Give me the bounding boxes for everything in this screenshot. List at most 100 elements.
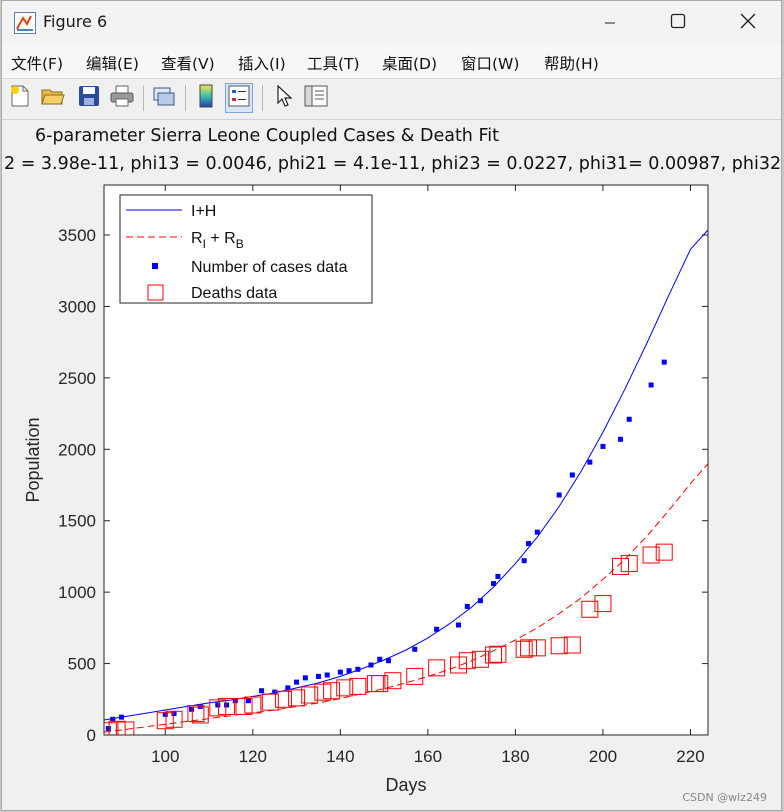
y-tick-label: 3000 (58, 297, 96, 316)
deaths-data-point (261, 693, 279, 711)
cases-data-point (105, 726, 111, 732)
deaths-data-point (235, 697, 253, 715)
legend-label: Number of cases data (191, 259, 348, 276)
toolbar-separator (262, 85, 263, 111)
cases-data-point (324, 672, 330, 678)
deaths-data-point (187, 705, 205, 723)
deaths-data-point (301, 686, 319, 704)
legend-subscript: I (203, 237, 206, 251)
pointer-button[interactable] (270, 83, 298, 113)
x-tick-label: 160 (414, 747, 442, 766)
cases-data-point (412, 646, 418, 652)
deaths-data-point (288, 689, 306, 707)
deaths-data-point (371, 675, 389, 693)
cases-data-point (526, 541, 532, 547)
cases-data-point (337, 669, 343, 675)
cases-data-point (477, 598, 483, 604)
x-axis-label: Days (385, 775, 426, 795)
legend-label: RI + RB (191, 230, 244, 251)
toolbar-separator (185, 85, 186, 111)
cases-data-point (272, 689, 278, 695)
cases-data-point (556, 492, 562, 498)
menu-desktop[interactable]: 桌面(D) (382, 55, 438, 73)
link-button[interactable] (150, 83, 178, 113)
menu-insert[interactable]: 插入(I) (238, 55, 286, 73)
y-tick-label: 2500 (58, 369, 96, 388)
cases-data-point (495, 573, 501, 579)
menu-file[interactable]: 文件(F) (11, 55, 64, 73)
deaths-data-point (384, 672, 402, 690)
cases-data-point (285, 685, 291, 691)
cases-data-point (368, 662, 374, 668)
deaths-data-point (191, 706, 209, 724)
y-tick-label: 1500 (58, 512, 96, 531)
legend-button[interactable] (225, 83, 253, 113)
toolbar (2, 79, 781, 120)
cases-data-point (456, 622, 462, 628)
menu-edit[interactable]: 编辑(E) (86, 55, 139, 73)
cases-data-point (385, 658, 391, 664)
figure-canvas: 6-parameter Sierra Leone Coupled Cases &… (2, 120, 781, 810)
series-line-recovered (104, 463, 708, 733)
menu-help[interactable]: 帮助(H) (544, 55, 599, 73)
x-tick-label: 120 (239, 747, 267, 766)
deaths-data-point (581, 600, 599, 618)
deaths-data-point (104, 722, 117, 735)
deaths-data-point (471, 650, 489, 668)
cases-data-point (600, 443, 606, 449)
cases-data-point (232, 698, 238, 704)
chart-axes[interactable]: 100 120 140 160 180 200 220 0 500 1000 1500 2000 250… (2, 120, 781, 810)
cases-data-point (245, 698, 251, 704)
cases-data-point (215, 702, 221, 708)
y-tick-label: 3500 (58, 226, 96, 245)
cases-data-point (661, 359, 667, 365)
cases-data-point (569, 472, 575, 478)
maximize-button[interactable] (655, 1, 701, 45)
close-button[interactable] (725, 1, 771, 45)
deaths-data-point (458, 652, 476, 670)
cases-data-point (171, 711, 177, 717)
maximize-icon (670, 13, 686, 33)
cases-data-point (534, 529, 540, 535)
deaths-data-point (515, 640, 533, 658)
cases-data-point (377, 656, 383, 662)
new-figure-button[interactable] (6, 83, 34, 113)
cases-data-point (491, 581, 497, 587)
cases-data-point (587, 459, 593, 465)
deaths-data-point (349, 677, 367, 695)
open-file-button[interactable] (39, 83, 67, 113)
print-button[interactable] (108, 83, 136, 113)
cases-data-point (315, 673, 321, 679)
cases-data-point (617, 436, 623, 442)
legend-label: Deaths data (191, 285, 277, 302)
colorbar-icon (199, 84, 213, 112)
legend-icon (228, 85, 250, 111)
menu-window[interactable]: 窗口(W) (461, 55, 520, 73)
deaths-data-point (323, 682, 341, 700)
cases-data-point (521, 558, 527, 564)
pointer-icon (275, 84, 293, 112)
property-editor-button[interactable] (302, 83, 330, 113)
legend: I+H RI + RB Number of cases data Deaths dat… (119, 194, 373, 304)
menu-view[interactable]: 查看(V) (161, 55, 215, 73)
title-bar: Figure 6 (2, 1, 781, 45)
y-axis-label: Population (23, 417, 43, 502)
colorbar-button[interactable] (192, 83, 220, 113)
deaths-data-point (563, 636, 581, 654)
deaths-data-point (485, 646, 503, 664)
y-tick-label: 1000 (58, 583, 96, 602)
cases-data-point (224, 702, 230, 708)
deaths-data-point (274, 690, 292, 708)
save-button[interactable] (75, 83, 103, 113)
cases-data-point (302, 675, 308, 681)
menu-tools[interactable]: 工具(T) (307, 55, 360, 73)
save-icon (78, 85, 100, 111)
legend-swatch-marker (152, 263, 158, 269)
deaths-data-point (428, 659, 446, 677)
cases-data-point (434, 626, 440, 632)
watermark-text: CSDN @wlz249 (682, 791, 767, 804)
deaths-data-point (611, 557, 629, 575)
minimize-button[interactable] (587, 1, 633, 45)
deaths-data-point (520, 639, 538, 657)
cases-data-point (648, 382, 654, 388)
